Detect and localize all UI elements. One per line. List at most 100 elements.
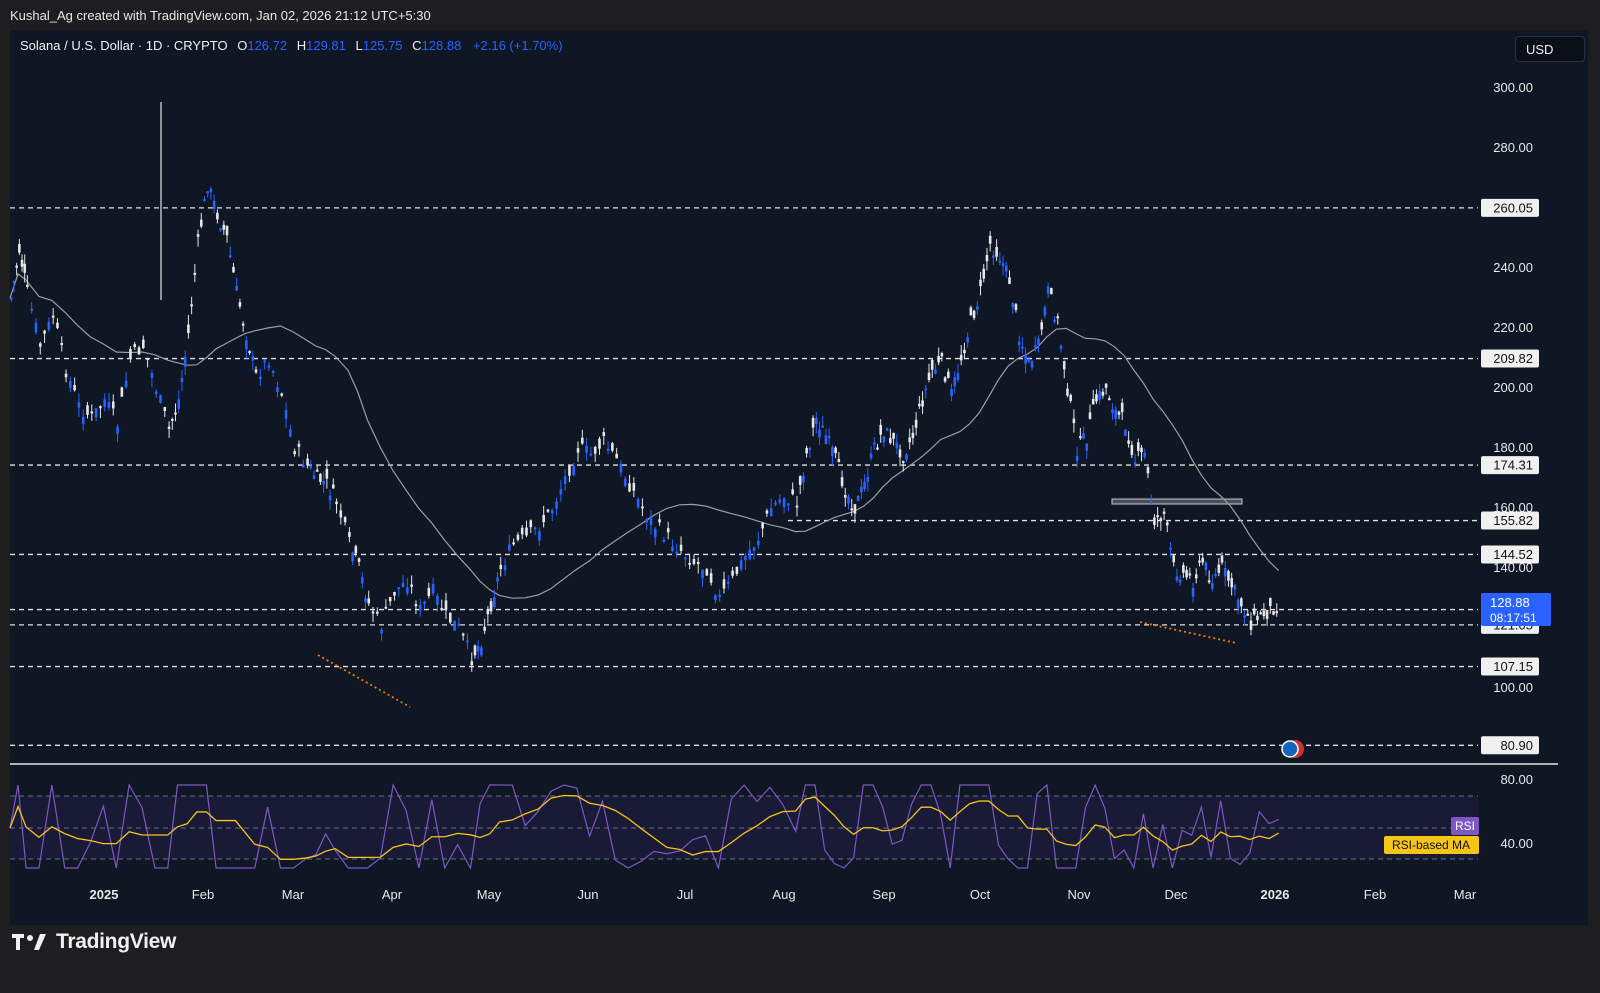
candle	[966, 337, 969, 343]
candle	[593, 446, 597, 454]
candle	[811, 417, 815, 428]
candle	[129, 348, 132, 358]
candle	[1265, 610, 1269, 619]
candle	[203, 199, 206, 202]
y-tick-label: 200.00	[1493, 380, 1533, 395]
candle	[778, 499, 782, 503]
candle	[641, 506, 644, 509]
candle	[516, 534, 520, 540]
candle	[1249, 620, 1253, 630]
candle	[761, 522, 764, 529]
candle	[843, 495, 847, 498]
level-price-label: 260.05	[1493, 200, 1533, 215]
level-price-box	[1481, 349, 1539, 368]
candle	[1214, 574, 1217, 577]
candle	[267, 365, 271, 368]
candle	[757, 540, 760, 546]
candle	[1169, 547, 1172, 550]
candle	[744, 555, 747, 561]
candle	[388, 597, 392, 602]
candle	[312, 475, 316, 479]
candle	[180, 377, 184, 383]
candle	[1075, 455, 1079, 461]
candle	[212, 200, 216, 210]
candle	[354, 546, 358, 554]
candle	[457, 623, 461, 626]
candle	[1272, 611, 1275, 615]
candle	[979, 279, 982, 287]
level-price-label: 107.15	[1493, 659, 1533, 674]
candle	[436, 595, 439, 605]
candle	[1243, 615, 1246, 618]
legend-open: 126.72	[247, 38, 288, 53]
candle	[726, 581, 730, 584]
level-price-box	[1481, 657, 1539, 676]
candle	[714, 595, 717, 601]
candle	[423, 601, 426, 605]
candle	[360, 576, 364, 584]
candle	[222, 224, 226, 230]
candle	[805, 447, 808, 454]
candle	[892, 432, 895, 439]
candle	[15, 265, 18, 268]
candle	[1175, 576, 1179, 581]
tradingview-logo: TradingView	[12, 928, 176, 956]
symbol-legend[interactable]: Solana / U.S. Dollar · 1D · CRYPTO O126.…	[20, 38, 563, 53]
legend-symbol: Solana / U.S. Dollar · 1D · CRYPTO	[20, 38, 228, 53]
x-tick-label: Mar	[282, 887, 305, 902]
resistance-zone	[1111, 498, 1243, 505]
candle	[1120, 402, 1124, 413]
candle	[99, 406, 102, 409]
candle	[206, 191, 210, 194]
candle	[343, 517, 347, 523]
candle	[927, 372, 931, 381]
candle	[876, 447, 879, 450]
candle	[116, 426, 119, 434]
candle	[934, 369, 937, 374]
us-flag-icon-front[interactable]	[1281, 740, 1299, 758]
rsi-tick-label: 40.00	[1500, 836, 1533, 851]
candle	[976, 306, 979, 310]
candle	[280, 393, 284, 396]
candle	[889, 437, 892, 444]
candle	[850, 508, 854, 511]
candle	[1011, 302, 1015, 308]
candle	[940, 353, 944, 357]
candle	[1008, 277, 1011, 284]
currency-selector[interactable]: USD	[1515, 36, 1585, 62]
candle	[167, 426, 171, 430]
candle	[866, 476, 870, 482]
candle	[1127, 440, 1130, 444]
candle	[559, 489, 563, 495]
candle	[401, 582, 405, 587]
candle	[748, 549, 752, 560]
candle	[1101, 391, 1105, 396]
candle	[56, 322, 59, 329]
candle	[248, 351, 251, 354]
last-price-box[interactable]	[1481, 593, 1551, 626]
level-price-box	[1481, 736, 1539, 755]
rsi-ma-label: RSI-based MA	[1392, 838, 1470, 852]
candle	[930, 359, 934, 370]
candle	[735, 566, 739, 574]
candle	[241, 323, 245, 326]
candle	[219, 228, 222, 231]
candle	[1104, 383, 1108, 388]
candle	[1246, 613, 1250, 616]
candle	[73, 384, 76, 391]
candle	[12, 281, 16, 284]
y-tick-label: 220.00	[1493, 320, 1533, 335]
candle	[489, 601, 493, 612]
x-tick-label: Dec	[1164, 887, 1188, 902]
candle	[461, 633, 465, 636]
candle	[1165, 522, 1169, 526]
level-price-label: 209.82	[1493, 351, 1533, 366]
candle	[86, 405, 89, 415]
candle	[576, 448, 580, 453]
candle	[869, 453, 873, 459]
candle	[1021, 346, 1024, 349]
candle	[555, 501, 558, 509]
rsi-label: RSI	[1455, 819, 1475, 833]
divergence-line	[1139, 621, 1237, 644]
